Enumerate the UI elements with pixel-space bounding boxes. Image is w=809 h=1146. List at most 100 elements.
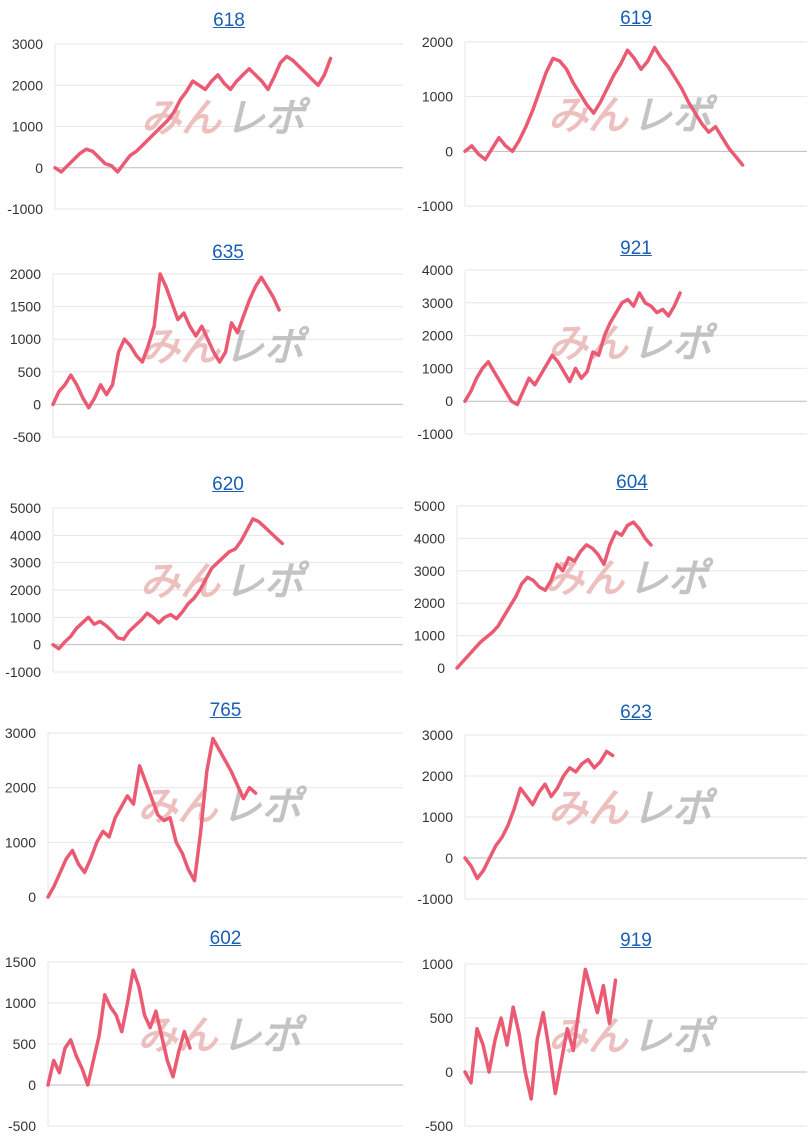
y-tick-label: 3000 xyxy=(422,727,453,743)
y-tick-label: 2000 xyxy=(422,328,453,344)
y-tick-label: 1000 xyxy=(10,331,41,347)
chart-title-link[interactable]: 602 xyxy=(209,928,242,949)
chart-panel: 623 3000 2000 1000 0 -1000 みん レポ xyxy=(405,690,809,918)
line-chart: 4000 3000 2000 1000 0 -1000 みん レポ xyxy=(417,262,807,442)
watermark-logo: みん レポ xyxy=(548,93,718,139)
watermark-logo: みん レポ xyxy=(548,786,718,832)
y-tick-label: 4000 xyxy=(10,527,41,543)
y-tick-label: 1000 xyxy=(5,834,36,850)
series-line xyxy=(46,736,258,899)
y-tick-label: 0 xyxy=(445,143,453,159)
y-tick-label: -500 xyxy=(8,1118,36,1134)
series-line xyxy=(463,967,618,1101)
y-tick-label: 1500 xyxy=(5,954,36,970)
line-chart: 1000 500 0 -500 みん レポ xyxy=(422,956,807,1134)
svg-text:レポ: レポ xyxy=(222,1013,308,1059)
y-tick-label: 3000 xyxy=(10,555,41,571)
svg-text:みん: みん xyxy=(140,559,222,605)
y-tick-label: 0 xyxy=(437,660,445,676)
chart-panel: 919 1000 500 0 -500 みん レポ xyxy=(405,918,809,1146)
y-tick-label: 2000 xyxy=(422,34,453,50)
svg-text:みん: みん xyxy=(548,1014,630,1060)
series-line xyxy=(463,291,682,407)
chart-panel: 604 5000 4000 3000 2000 1000 0 みん レポ xyxy=(405,462,809,690)
y-tick-label: -1000 xyxy=(417,891,453,907)
y-tick-label: 5000 xyxy=(414,498,445,514)
y-tick-label: 0 xyxy=(35,160,43,176)
svg-text:レポ: レポ xyxy=(222,784,308,830)
series-line xyxy=(463,749,615,881)
svg-text:レポ: レポ xyxy=(632,321,718,367)
line-chart: 3000 2000 1000 0 -1000 みん レポ xyxy=(417,727,807,907)
line-chart: 3000 2000 1000 0 -1000 みん レポ xyxy=(7,36,403,217)
y-tick-label: 2000 xyxy=(422,768,453,784)
y-tick-label: 2000 xyxy=(10,266,41,282)
y-tick-label: 0 xyxy=(28,889,36,905)
y-tick-label: 0 xyxy=(445,850,453,866)
chart-panel: 619 2000 1000 0 -1000 みん レポ xyxy=(405,0,809,228)
line-chart: 3000 2000 1000 0 みん レポ xyxy=(5,725,403,905)
y-tick-label: 2000 xyxy=(5,780,36,796)
y-tick-label: 0 xyxy=(33,637,41,653)
y-tick-label: -1000 xyxy=(5,664,41,680)
y-tick-label: 5000 xyxy=(10,500,41,516)
chart-panel: 620 5000 4000 3000 2000 1000 0 -1000 みん レポ xyxy=(0,462,404,690)
y-tick-label: -500 xyxy=(425,1118,453,1134)
chart-title-link[interactable]: 921 xyxy=(620,238,652,259)
y-tick-label: 1000 xyxy=(422,809,453,825)
y-tick-label: 3000 xyxy=(414,563,445,579)
y-tick-label: 1000 xyxy=(10,609,41,625)
y-tick-label: 1000 xyxy=(12,119,43,135)
svg-text:レポ: レポ xyxy=(632,786,718,832)
series-line xyxy=(51,272,281,410)
y-tick-label: 3000 xyxy=(422,295,453,311)
chart-title-link[interactable]: 604 xyxy=(616,472,648,493)
y-tick-label: 2000 xyxy=(10,582,41,598)
chart-title-link[interactable]: 765 xyxy=(209,700,242,721)
y-tick-label: 0 xyxy=(445,1064,453,1080)
chart-panel: 921 4000 3000 2000 1000 0 -1000 みん レポ xyxy=(405,232,809,460)
chart-title-link[interactable]: 619 xyxy=(620,8,652,29)
y-tick-label: 2000 xyxy=(12,77,43,93)
chart-panel: 635 2000 1500 1000 500 0 -500 みん レポ xyxy=(0,232,404,460)
y-tick-label: 1000 xyxy=(422,360,453,376)
y-tick-label: 0 xyxy=(33,396,41,412)
y-tick-label: 3000 xyxy=(12,36,43,52)
chart-title-link[interactable]: 919 xyxy=(620,930,652,951)
svg-text:みん: みん xyxy=(548,786,630,832)
chart-panel: 602 1500 1000 500 0 -500 みん レポ xyxy=(0,918,404,1146)
chart-title-link[interactable]: 623 xyxy=(620,702,652,723)
watermark-logo: みん レポ xyxy=(141,96,311,142)
y-tick-label: 1000 xyxy=(414,628,445,644)
y-tick-label: 1000 xyxy=(422,89,453,105)
chart-title-link[interactable]: 618 xyxy=(213,10,245,31)
chart-title-link[interactable]: 620 xyxy=(212,474,244,495)
watermark-logo: みん レポ xyxy=(140,559,310,605)
svg-text:レポ: レポ xyxy=(628,556,714,602)
y-tick-label: 500 xyxy=(18,364,42,380)
y-tick-label: 500 xyxy=(430,1010,454,1026)
y-tick-label: -1000 xyxy=(417,198,453,214)
chart-panel: 765 3000 2000 1000 0 みん レポ xyxy=(0,690,404,918)
watermark-logo: みん レポ xyxy=(138,784,308,830)
series-line xyxy=(463,45,745,167)
y-tick-label: -1000 xyxy=(417,426,453,442)
svg-text:レポ: レポ xyxy=(632,1014,718,1060)
svg-text:みん: みん xyxy=(548,93,630,139)
y-tick-label: 4000 xyxy=(414,530,445,546)
series-line xyxy=(53,54,333,174)
y-tick-label: 500 xyxy=(13,1036,37,1052)
svg-text:レポ: レポ xyxy=(224,559,310,605)
series-line xyxy=(51,517,285,651)
y-tick-label: 3000 xyxy=(5,725,36,741)
series-line xyxy=(455,520,653,670)
y-tick-label: 0 xyxy=(445,393,453,409)
line-chart: 5000 4000 3000 2000 1000 0 みん レポ xyxy=(414,498,807,676)
chart-title-link[interactable]: 635 xyxy=(212,242,244,263)
y-tick-label: 1000 xyxy=(422,956,453,972)
series-line xyxy=(46,968,192,1087)
svg-text:レポ: レポ xyxy=(225,96,311,142)
y-tick-label: 0 xyxy=(28,1077,36,1093)
y-tick-label: 1000 xyxy=(5,995,36,1011)
